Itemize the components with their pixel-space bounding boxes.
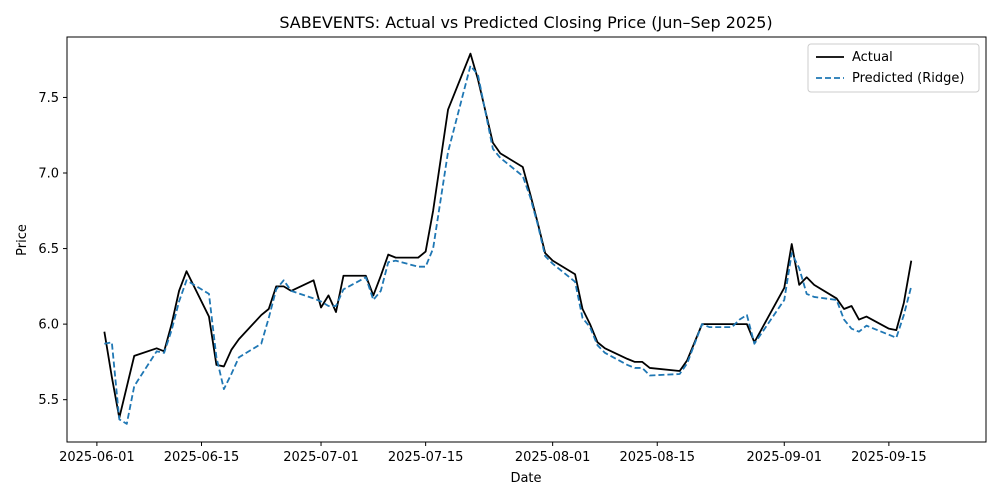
series-line-predicted — [104, 64, 913, 425]
x-tick-label: 2025-09-15 — [851, 450, 927, 465]
plot-frame — [66, 36, 987, 443]
plot-area — [103, 52, 913, 425]
x-tick-label: 2025-08-15 — [619, 450, 695, 465]
x-axis-label: Date — [510, 471, 541, 486]
legend: Actual Predicted (Ridge) — [807, 43, 980, 93]
x-tick-label: 2025-06-15 — [164, 450, 240, 465]
x-tick-label: 2025-09-01 — [746, 450, 822, 465]
y-axis: 5.5 6.0 6.5 7.0 7.5 — [38, 91, 67, 408]
y-tick-label: 7.5 — [38, 91, 59, 106]
legend-label-predicted: Predicted (Ridge) — [852, 71, 964, 86]
chart-title: SABEVENTS: Actual vs Predicted Closing P… — [279, 13, 772, 32]
y-axis-label: Price — [15, 224, 30, 256]
y-tick-label: 7.0 — [38, 167, 59, 182]
x-tick-label: 2025-07-15 — [388, 450, 464, 465]
x-tick-label: 2025-06-01 — [59, 450, 135, 465]
legend-label-actual: Actual — [852, 50, 893, 65]
y-tick-label: 6.0 — [38, 318, 59, 333]
y-tick-label: 5.5 — [38, 393, 59, 408]
x-axis: 2025-06-01 2025-06-15 2025-07-01 2025-07-15… — [59, 442, 927, 465]
x-tick-label: 2025-08-01 — [515, 450, 591, 465]
legend-box — [807, 43, 980, 93]
x-tick-label: 2025-07-01 — [283, 450, 359, 465]
y-tick-label: 6.5 — [38, 242, 59, 257]
series-line-actual — [103, 52, 913, 419]
